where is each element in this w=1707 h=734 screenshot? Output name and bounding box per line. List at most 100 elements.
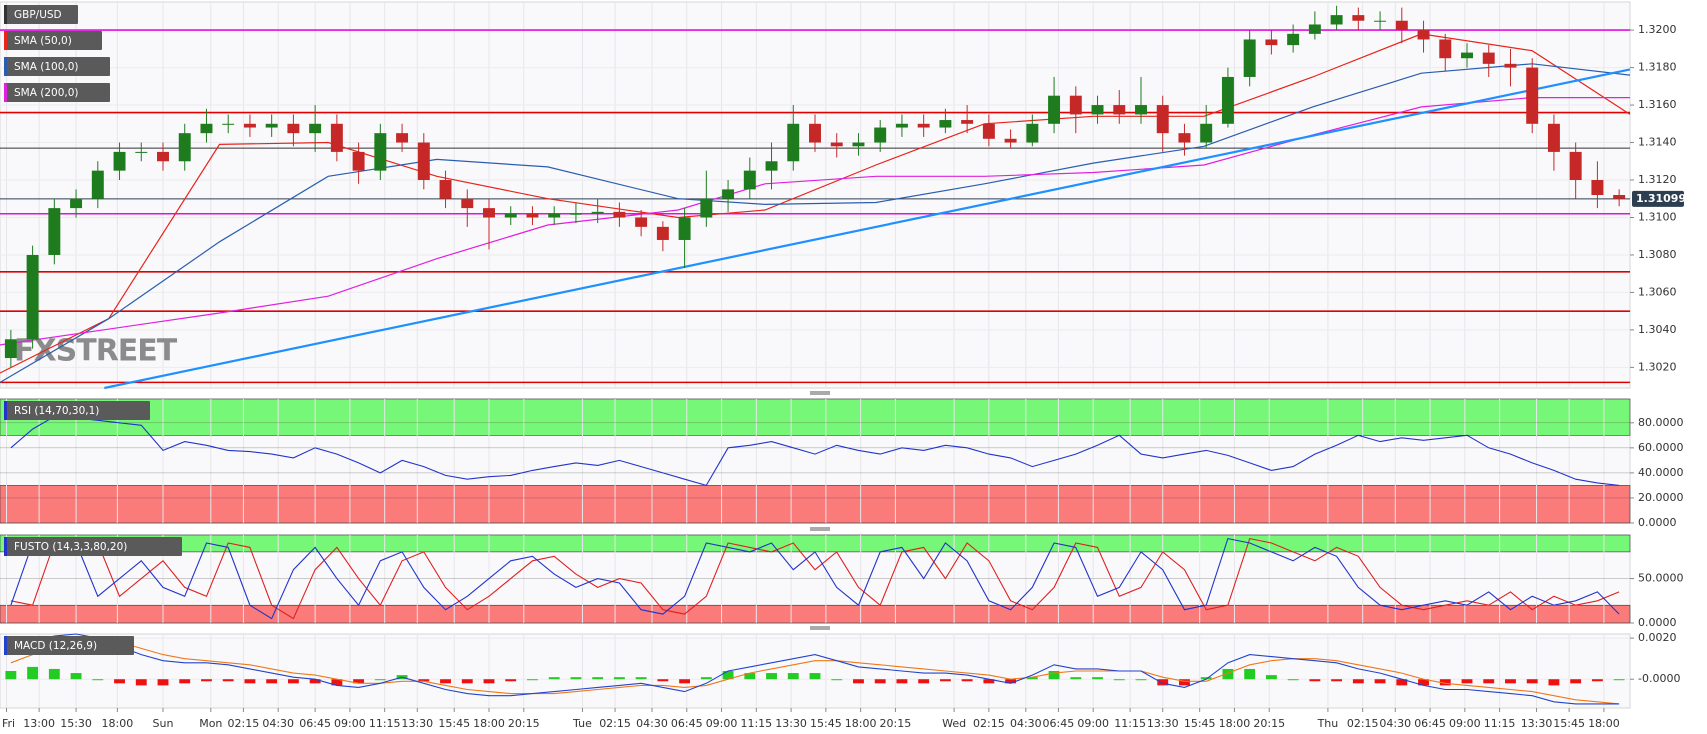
y-tick-label: 1.3120 — [1638, 173, 1677, 186]
histogram-bar — [353, 679, 365, 684]
histogram-bar — [48, 668, 60, 680]
candle-body — [1482, 52, 1495, 64]
histogram-bar — [244, 679, 256, 684]
y-tick-label: 0.0000 — [1638, 516, 1677, 529]
candle-body — [504, 213, 517, 218]
x-tick-label: 15:45 — [1184, 717, 1216, 730]
macd-line — [10, 637, 1620, 705]
candle-body — [222, 123, 235, 125]
zone — [0, 398, 1631, 436]
x-tick-label: 02:15 — [228, 717, 260, 730]
zone — [0, 485, 1631, 524]
candle-body — [1265, 39, 1278, 46]
candle-body — [1156, 105, 1169, 134]
legend-label: SMA (50,0) — [14, 35, 72, 47]
histogram-bar — [1352, 679, 1364, 684]
histogram-bar — [201, 679, 212, 682]
pane-background — [0, 633, 1631, 709]
legend-swatch — [4, 57, 7, 76]
candle-body — [1461, 52, 1473, 59]
x-tick-label: 11:15 — [369, 717, 401, 730]
legend-box — [4, 636, 134, 655]
histogram-bar — [331, 679, 343, 686]
candle-body — [1178, 133, 1191, 143]
histogram-bar — [92, 679, 104, 681]
x-tick-label: 18:00 — [1219, 717, 1251, 730]
histogram-bar — [1483, 679, 1495, 684]
candle-body — [939, 120, 952, 128]
x-tick-label: 13:00 — [23, 717, 55, 730]
y-tick-label: 40.0000 — [1638, 466, 1684, 479]
histogram-bar — [918, 679, 930, 684]
histogram-bar — [1135, 679, 1147, 681]
y-tick-label: 0.0000 — [1638, 616, 1677, 629]
x-tick-label: 13:30 — [1521, 717, 1553, 730]
candle-body — [157, 151, 169, 162]
zone — [0, 604, 1631, 624]
candle-body — [743, 170, 756, 190]
histogram-bar — [418, 679, 430, 682]
x-tick-label: 18:00 — [845, 717, 877, 730]
histogram-bar — [635, 677, 647, 680]
legend-box — [4, 537, 182, 556]
legend-label: RSI (14,70,30,1) — [14, 405, 99, 417]
candle-body — [830, 142, 843, 147]
pane: -0.0000 0.0020 MACD (12,26,9) Fri 13:00 15:30… — [0, 631, 1680, 730]
histogram-bar — [700, 677, 712, 680]
y-tick-label: 1.3080 — [1638, 248, 1677, 261]
candle-body — [1374, 20, 1387, 22]
histogram-bar — [1200, 677, 1212, 680]
legend-swatch — [4, 636, 7, 655]
y-tick-label: 60.0000 — [1638, 441, 1684, 454]
candle-body — [91, 170, 104, 199]
x-tick-label: 18:00 — [102, 717, 134, 730]
x-tick-label: 09:00 — [334, 717, 366, 730]
candle-body — [1308, 24, 1321, 34]
x-tick-label: 20:15 — [508, 717, 540, 730]
histogram-bar — [1418, 679, 1429, 686]
candle-body — [656, 226, 669, 240]
indicator-line — [10, 415, 1620, 487]
pane: 0.0000 50.0000 FUSTO (14,3,3,80,20) — [0, 534, 1684, 629]
candle-body — [439, 180, 452, 199]
candle-body — [1200, 123, 1213, 143]
legend-swatch — [4, 83, 7, 102]
y-tick-label: 1.3140 — [1638, 136, 1677, 149]
candle-body — [982, 123, 995, 139]
candle-body — [1613, 195, 1626, 199]
legend-swatch — [4, 31, 7, 50]
histogram-bar — [374, 679, 386, 681]
histogram-bar — [679, 679, 691, 684]
y-tick-label: 50.0000 — [1638, 572, 1684, 585]
candle-body — [1569, 151, 1582, 181]
candle-body — [352, 151, 365, 171]
x-tick-label: 02:15 — [973, 717, 1005, 730]
candle-body — [1243, 39, 1256, 77]
candle-body — [852, 142, 865, 147]
histogram-bar — [1331, 679, 1343, 682]
candle-body — [1287, 33, 1300, 46]
histogram-bar — [1265, 675, 1277, 680]
candle-body — [635, 217, 648, 227]
y-tick-label: -0.0000 — [1638, 672, 1680, 685]
candle-body — [787, 123, 800, 162]
histogram-bar — [1005, 679, 1017, 684]
candle-body — [330, 123, 343, 152]
legend-box — [4, 5, 78, 24]
x-tick-label: 02:15 — [599, 717, 631, 730]
candle-body — [1504, 63, 1517, 68]
histogram-bar — [939, 679, 951, 682]
indicator-line — [10, 537, 1620, 620]
histogram-bar — [1461, 679, 1473, 684]
candle-body — [895, 123, 908, 128]
histogram-bar — [70, 673, 82, 680]
candle-body — [70, 198, 83, 209]
histogram-bar — [1570, 679, 1582, 684]
histogram-bar — [1092, 677, 1103, 680]
x-tick-label: 15:45 — [438, 717, 470, 730]
histogram-bar — [744, 673, 756, 680]
y-tick-label: 20.0000 — [1638, 491, 1684, 504]
x-tick-label: 15:45 — [1553, 717, 1585, 730]
histogram-bar — [787, 673, 799, 680]
